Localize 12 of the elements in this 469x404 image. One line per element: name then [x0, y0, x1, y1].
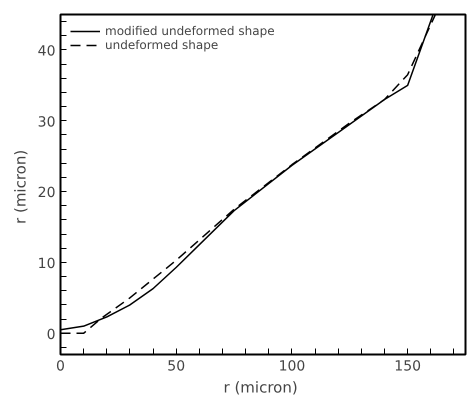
y-tick-label: 10	[38, 256, 56, 272]
x-axis-title: r (micron)	[224, 378, 298, 396]
y-tick-label: 40	[38, 43, 56, 60]
legend-label: undeformed shape	[105, 38, 218, 52]
y-tick-label: 30	[38, 114, 56, 130]
y-tick-label: 0	[46, 326, 56, 343]
x-tick-label: 150	[394, 358, 422, 374]
legend-label: modified undeformed shape	[105, 24, 275, 38]
y-axis-title: r (micron)	[12, 150, 30, 224]
x-tick-label: 50	[167, 358, 186, 374]
x-tick-label: 100	[278, 358, 306, 374]
y-tick-label: 20	[38, 185, 56, 202]
